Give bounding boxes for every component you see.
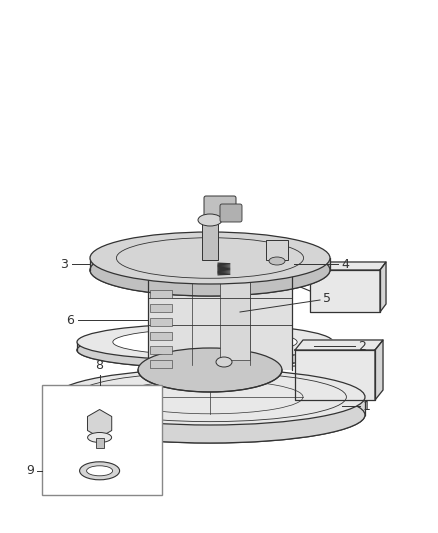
FancyBboxPatch shape xyxy=(150,332,172,340)
Text: 3: 3 xyxy=(60,257,68,271)
FancyBboxPatch shape xyxy=(202,220,218,260)
Ellipse shape xyxy=(113,329,297,355)
Ellipse shape xyxy=(55,369,365,425)
Ellipse shape xyxy=(87,466,113,476)
Polygon shape xyxy=(77,324,333,350)
Ellipse shape xyxy=(216,357,232,367)
Ellipse shape xyxy=(198,214,222,226)
Text: 2: 2 xyxy=(358,340,366,352)
FancyBboxPatch shape xyxy=(150,304,172,312)
Text: 4: 4 xyxy=(341,257,349,271)
Ellipse shape xyxy=(269,257,285,265)
FancyBboxPatch shape xyxy=(220,280,250,360)
Ellipse shape xyxy=(90,232,330,284)
Text: 8: 8 xyxy=(95,359,104,372)
Polygon shape xyxy=(375,340,383,400)
Ellipse shape xyxy=(55,387,365,443)
Ellipse shape xyxy=(80,462,120,480)
FancyBboxPatch shape xyxy=(204,196,236,218)
FancyBboxPatch shape xyxy=(150,290,172,298)
Ellipse shape xyxy=(138,248,282,292)
FancyBboxPatch shape xyxy=(148,270,292,370)
Ellipse shape xyxy=(77,332,333,368)
Polygon shape xyxy=(55,369,365,415)
Polygon shape xyxy=(310,262,386,270)
FancyBboxPatch shape xyxy=(95,438,104,448)
Text: 9: 9 xyxy=(26,464,34,477)
Ellipse shape xyxy=(90,244,330,296)
Ellipse shape xyxy=(88,432,112,442)
Ellipse shape xyxy=(138,348,282,392)
FancyBboxPatch shape xyxy=(42,385,162,495)
Polygon shape xyxy=(310,270,380,312)
Text: 5: 5 xyxy=(323,292,331,304)
FancyBboxPatch shape xyxy=(150,346,172,354)
FancyBboxPatch shape xyxy=(220,204,242,222)
Text: 1: 1 xyxy=(363,400,371,413)
Polygon shape xyxy=(295,350,375,400)
FancyBboxPatch shape xyxy=(266,240,288,260)
FancyBboxPatch shape xyxy=(150,318,172,326)
Polygon shape xyxy=(380,262,386,312)
Polygon shape xyxy=(295,340,383,350)
Ellipse shape xyxy=(77,324,333,360)
Text: 6: 6 xyxy=(66,313,74,327)
FancyBboxPatch shape xyxy=(150,360,172,368)
Polygon shape xyxy=(90,232,330,270)
